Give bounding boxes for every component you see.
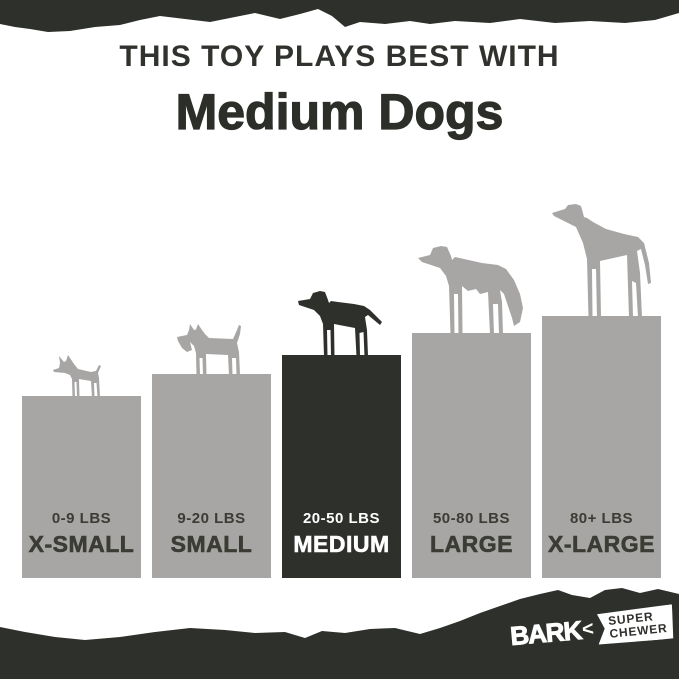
page-title: Medium Dogs [175,83,504,140]
weight-range-label: 80+ LBS [569,510,634,527]
size-bar-small: 9-20 LBS SMALL [152,324,271,578]
weight-range-label: 20-50 LBS [302,510,381,527]
great-dane-dog-icon [551,204,651,318]
bar-label: 9-20 LBS SMALL [152,510,271,558]
weight-range-label: 50-80 LBS [432,510,511,527]
bar-label: 50-80 LBS LARGE [412,510,531,558]
bark-wordmark: BARK [508,614,583,651]
weight-range-label: 9-20 LBS [177,510,246,527]
size-name-label: MEDIUM [293,531,390,558]
chihuahua-dog-icon [52,355,101,398]
golden-retriever-dog-icon [417,246,523,335]
bar-label: 0-9 LBS X-SMALL [22,510,141,558]
size-name-label: X-SMALL [28,531,135,558]
title-eyebrow: THIS TOY PLAYS BEST WITH [119,40,560,73]
labrador-dog-icon [297,291,382,357]
size-bar-x-small: 0-9 LBS X-SMALL [22,355,141,578]
size-name-label: LARGE [430,531,513,558]
chevron-left-icon: < [581,617,595,641]
size-name-label: X-LARGE [548,531,655,558]
bar-label: 80+ LBS X-LARGE [542,510,661,558]
size-bar-x-large: 80+ LBS X-LARGE [542,204,661,578]
super-chewer-badge: SUPER CHEWER [595,604,675,646]
size-name-label: SMALL [170,531,253,558]
size-bar-large: 50-80 LBS LARGE [412,246,531,578]
bar-label: 20-50 LBS MEDIUM [282,510,401,558]
weight-range-label: 0-9 LBS [51,510,112,527]
terrier-dog-icon [176,324,241,376]
size-bar-medium: 20-50 LBS MEDIUM [282,291,401,578]
title-block: THIS TOY PLAYS BEST WITH Medium Dogs [0,40,679,141]
